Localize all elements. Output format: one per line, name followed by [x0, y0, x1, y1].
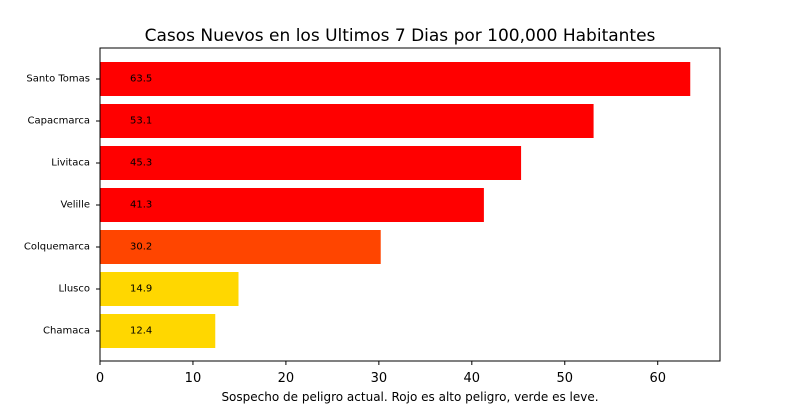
bar-6 — [100, 314, 216, 348]
y-tick-label-4: Colquemarca — [24, 242, 90, 253]
x-axis-label: Sospecho de peligro actual. Rojo es alto… — [221, 390, 598, 404]
y-tick-label-1: Capacmarca — [28, 116, 90, 127]
x-tick-label-6: 60 — [649, 371, 666, 386]
y-tick-label-3: Velille — [61, 200, 90, 211]
y-tick-label-0: Santo Tomas — [26, 74, 90, 85]
bar-0 — [100, 62, 691, 96]
y-tick-label-6: Chamaca — [43, 326, 90, 337]
x-tick-label-1: 10 — [185, 371, 202, 386]
bar-5 — [100, 272, 239, 306]
bar-1 — [100, 104, 594, 138]
x-tick-label-5: 50 — [556, 371, 573, 386]
bars-group: 63.5 53.1 45.3 41.3 30.2 14.9 12.4 — [100, 62, 691, 348]
bar-3 — [100, 188, 484, 222]
y-tick-labels: Santo Tomas Capacmarca Livitaca Velille Colq… — [24, 74, 100, 337]
bar-value-label-5: 14.9 — [130, 284, 152, 295]
y-tick-label-5: Llusco — [58, 284, 90, 295]
bar-4 — [100, 230, 381, 264]
bar-value-label-2: 45.3 — [130, 158, 152, 169]
chart-title: Casos Nuevos en los Ultimos 7 Dias por 1… — [145, 26, 656, 46]
x-tick-label-2: 20 — [278, 371, 295, 386]
bar-value-label-4: 30.2 — [130, 242, 152, 253]
plot-frame — [99, 47, 721, 362]
bar-2 — [100, 146, 522, 180]
x-tick-label-0: 0 — [96, 371, 104, 386]
x-tick-label-3: 30 — [371, 371, 388, 386]
y-tick-label-2: Livitaca — [51, 158, 90, 169]
bar-value-label-1: 53.1 — [130, 116, 152, 127]
x-tick-label-4: 40 — [464, 371, 481, 386]
bar-value-label-3: 41.3 — [130, 200, 152, 211]
bar-value-label-6: 12.4 — [130, 326, 152, 337]
x-ticks: 0 10 20 30 40 50 60 — [96, 361, 666, 386]
bar-value-label-0: 63.5 — [130, 74, 152, 85]
